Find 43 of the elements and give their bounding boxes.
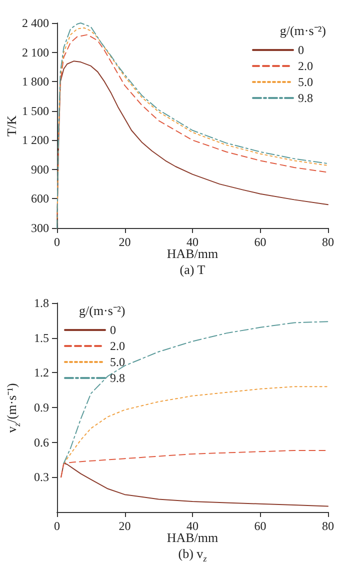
legend-label: 5.0 bbox=[298, 75, 313, 89]
y-tick-label: 0.9 bbox=[34, 400, 49, 414]
x-tick-label: 80 bbox=[322, 235, 334, 249]
line-series bbox=[63, 321, 328, 464]
x-axis-title: HAB/mm bbox=[166, 246, 218, 262]
x-tick-label: 40 bbox=[186, 519, 198, 533]
x-tick-label: 60 bbox=[254, 235, 266, 249]
legend-title: g/(m·s⁻²) bbox=[280, 22, 326, 39]
x-tick-label: 80 bbox=[322, 519, 334, 533]
line-series bbox=[60, 450, 328, 478]
y-tick-label: 1 500 bbox=[22, 104, 49, 118]
legend-label: 0 bbox=[298, 43, 304, 57]
x-tick-label: 0 bbox=[54, 519, 60, 533]
legend-label: 2.0 bbox=[110, 339, 125, 353]
y-tick-label: 1 200 bbox=[22, 133, 49, 148]
legend-title: g/(m·s⁻²) bbox=[79, 302, 126, 319]
legend-label: 5.0 bbox=[110, 355, 125, 369]
x-tick-label: 20 bbox=[118, 519, 131, 533]
text: (a) T bbox=[180, 262, 206, 278]
x-tick-label: 60 bbox=[254, 519, 266, 533]
y-tick-label: 900 bbox=[31, 162, 49, 176]
y-tick-label: 0.6 bbox=[34, 435, 49, 450]
text: (b) v$_{z}$ bbox=[178, 546, 207, 564]
x-tick-label: 40 bbox=[186, 235, 198, 249]
y-tick-label: 0.3 bbox=[34, 470, 49, 484]
legend-label: 0 bbox=[110, 323, 116, 337]
y-tick-label: 1.8 bbox=[34, 296, 49, 310]
x-tick-label: 0 bbox=[54, 235, 60, 249]
y-tick-label: 300 bbox=[31, 221, 49, 235]
y-tick-label: 1.2 bbox=[34, 366, 49, 380]
y-axis-title: T/K bbox=[4, 115, 20, 136]
y-tick-label: 2 100 bbox=[22, 45, 49, 60]
legend-label: 9.8 bbox=[110, 371, 125, 385]
y-tick-label: 1.5 bbox=[34, 330, 49, 345]
legend-label: 9.8 bbox=[298, 91, 313, 105]
line-series bbox=[60, 462, 328, 507]
x-axis-title: HAB/mm bbox=[166, 530, 218, 546]
line-series bbox=[63, 386, 328, 464]
x-tick-label: 20 bbox=[118, 235, 131, 249]
y-tick-label: 2 400 bbox=[22, 16, 49, 30]
y-tick-label: 1 800 bbox=[22, 74, 49, 89]
y-tick-label: 600 bbox=[31, 192, 49, 206]
legend-label: 2.0 bbox=[298, 59, 313, 73]
